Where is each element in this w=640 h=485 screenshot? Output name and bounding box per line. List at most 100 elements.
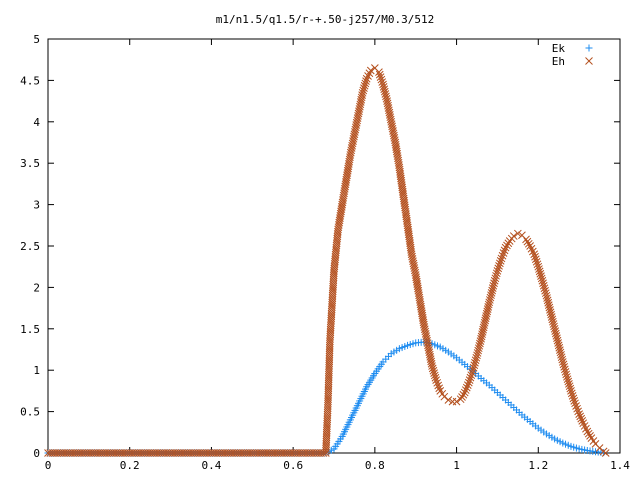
data-point-eh [578,417,587,425]
data-point-eh [425,348,434,357]
data-point-eh [537,272,545,280]
y-tick-label: 0 [33,447,40,460]
data-point-eh [531,252,539,261]
data-point-eh [348,139,357,148]
data-point-eh [411,268,420,277]
data-point-eh [425,346,433,354]
data-point-eh [379,80,387,89]
data-point-eh [555,343,564,352]
data-point-eh [362,77,370,85]
data-point-eh [562,370,571,379]
y-tick-label: 1 [33,364,40,377]
data-point-eh [535,265,543,273]
data-point-eh [354,111,362,120]
data-point-eh [382,92,390,101]
data-point-eh [468,368,476,377]
data-point-eh [390,134,399,142]
y-tick-label: 0.5 [20,406,40,419]
data-point-eh [480,318,489,327]
data-point-eh [479,323,488,332]
data-point-eh [476,337,485,345]
data-point-eh [456,395,465,404]
x-tick-label: 0 [45,459,52,472]
data-point-eh [474,344,483,353]
data-point-eh [366,66,375,75]
data-point-eh [558,358,567,366]
data-point-eh [537,274,546,283]
data-point-eh [491,274,500,283]
data-point-eh [350,130,359,139]
data-point-eh [419,318,428,327]
data-point-eh [477,332,486,341]
data-point-eh [390,131,398,140]
y-tick-label: 1.5 [20,323,40,336]
legend-marker-ek [585,44,593,52]
data-point-eh [523,237,532,246]
data-point-eh [557,353,566,362]
data-point-eh [546,306,554,314]
data-point-eh [349,137,357,145]
data-point-eh [543,296,552,305]
data-point-eh [349,134,358,143]
data-point-eh [563,375,572,384]
x-tick-label: 1.2 [528,459,548,472]
data-point-eh [492,271,500,280]
data-point-eh [487,291,495,300]
data-point-eh [421,330,430,338]
data-point-eh [422,332,431,341]
data-point-eh [385,106,393,115]
data-point-eh [558,355,567,364]
data-point-eh [427,357,436,366]
data-point-eh [471,356,480,365]
data-point-eh [410,264,419,272]
data-point-eh [424,341,432,350]
data-point-eh [570,396,579,405]
data-point-eh [431,373,440,382]
data-point-eh [485,296,494,304]
data-point-eh [384,101,392,110]
data-point-eh [467,371,476,380]
data-point-eh [386,115,395,124]
data-point-eh [463,381,472,389]
data-point-eh [350,132,358,141]
data-point-eh [501,243,510,252]
data-point-eh [359,86,368,95]
data-point-eh [489,281,498,290]
data-point-eh [420,320,428,329]
data-point-eh [435,384,444,393]
data-point-eh [353,116,362,125]
data-point-eh [556,346,564,354]
data-point-eh [355,107,363,116]
data-point-eh [408,255,417,263]
data-point-eh [547,313,556,321]
data-point-eh [352,118,361,127]
y-tick-label: 3 [33,199,40,212]
data-point-eh [547,310,555,319]
data-point-eh [574,407,582,416]
data-point-eh [470,361,479,370]
data-point-eh [459,390,468,399]
data-point-eh [432,376,440,384]
data-point-eh [496,257,505,265]
data-point-eh [356,98,365,106]
chart-title: m1/n1.5/q1.5/r-+.50-j257/M0.3/512 [216,13,435,26]
data-point-eh [503,241,511,250]
data-point-eh [426,355,435,364]
data-point-eh [481,314,490,323]
data-point-eh [424,343,433,352]
data-point-eh [545,303,554,312]
data-point-eh [504,239,513,248]
data-point-eh [485,298,494,307]
data-point-eh [388,122,396,131]
data-point-eh [426,353,435,361]
y-tick-label: 3.5 [20,157,40,170]
data-point-eh [560,365,569,374]
data-marks [44,64,610,457]
data-point-eh [550,322,558,331]
data-point-eh [388,124,397,133]
data-point-eh [571,399,579,408]
data-point-eh [548,315,557,324]
data-point-eh [378,78,387,86]
data-point-eh [565,382,574,391]
data-point-eh [421,327,430,336]
